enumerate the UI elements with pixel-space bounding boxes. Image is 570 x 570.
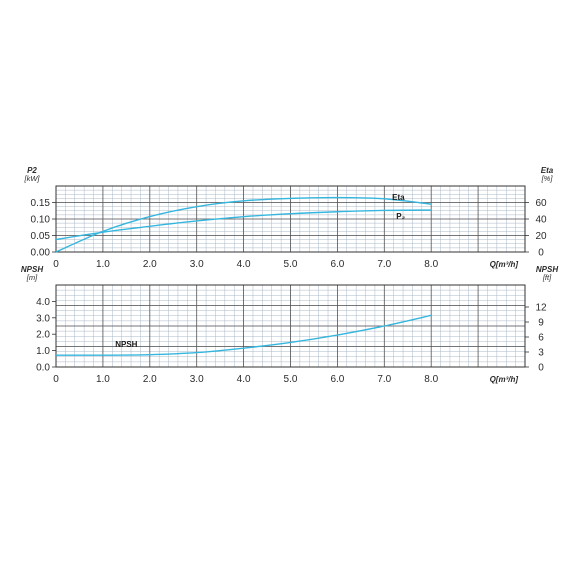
y-left-tick-label: 0.15 [31, 198, 51, 209]
x-tick-label: 8.0 [424, 374, 438, 385]
x-tick-label: 0 [53, 374, 59, 385]
x-tick-label: 4.0 [237, 259, 251, 270]
x-tick-label: 4.0 [237, 374, 251, 385]
x-tick-label: 7.0 [377, 259, 391, 270]
x-tick-label: 1.0 [96, 259, 110, 270]
eta-curve [55, 196, 432, 253]
y-left-tick-label: 4.0 [36, 297, 50, 308]
y-right-axis-unit: [ft] [542, 273, 552, 282]
x-tick-label: 2.0 [143, 374, 157, 385]
npsh-chart: 0.0 1.0 2.0 3.0 4.0 0 3 6 9 12 0 1.0 2.0 3.0 4.0 5.0 6.0… [21, 265, 558, 385]
x-tick-label: 0 [53, 259, 59, 270]
p-series-label: P₂ [396, 212, 405, 221]
y-right-tick-label: 0 [538, 363, 544, 374]
plot-frame [55, 284, 526, 368]
y-left-tick-label: 0.00 [31, 248, 51, 259]
y-left-axis-title: P2 [27, 166, 37, 175]
y-right-axis-title: Eta [541, 166, 554, 175]
y-left-tick-label: 3.0 [36, 313, 50, 324]
x-axis-title: Q[m³/h] [490, 375, 519, 384]
x-tick-label: 5.0 [284, 259, 298, 270]
x-tick-label: 5.0 [284, 374, 298, 385]
y-left-tick-label: 1.0 [36, 346, 50, 357]
x-tick-label: 2.0 [143, 259, 157, 270]
y-left-tick-label: 0.05 [31, 231, 51, 242]
y-right-tick-label: 40 [535, 215, 547, 226]
y-right-tick-label: 20 [535, 231, 547, 242]
y-left-axis-unit: [m] [26, 273, 38, 282]
y-left-axis-unit: [kW] [24, 174, 41, 183]
x-tick-label: 1.0 [96, 374, 110, 385]
y-left-tick-label: 2.0 [36, 330, 50, 341]
major-grid [55, 185, 526, 253]
p-curve [55, 209, 432, 241]
y-left-tick-label: 0.10 [31, 215, 51, 226]
y-right-tick-label: 9 [538, 318, 544, 329]
x-tick-label: 7.0 [377, 374, 391, 385]
y-left-axis-title: NPSH [21, 265, 43, 274]
y-right-tick-label: 12 [535, 303, 547, 314]
power-efficiency-chart: 0.00 0.05 0.10 0.15 0 20 40 60 0 1.0 2.0 3.0 4.0 5.0 6… [24, 166, 554, 270]
x-axis-title: Q[m³/h] [490, 260, 519, 269]
x-tick-label: 6.0 [330, 374, 344, 385]
x-tick-label: 6.0 [330, 259, 344, 270]
eta-series-label: Eta [392, 193, 405, 202]
npsh-series-label: NPSH [115, 340, 137, 349]
y-right-tick-label: 0 [538, 248, 544, 259]
y-right-tick-label: 6 [538, 333, 544, 344]
npsh-curve [55, 314, 432, 356]
y-right-tick-label: 60 [535, 198, 547, 209]
x-tick-label: 3.0 [190, 259, 204, 270]
y-right-axis-unit: [%] [541, 174, 554, 183]
y-right-axis-title: NPSH [536, 265, 558, 274]
x-tick-label: 8.0 [424, 259, 438, 270]
x-tick-label: 3.0 [190, 374, 204, 385]
y-right-tick-label: 3 [538, 348, 544, 359]
y-left-tick-label: 0.0 [36, 363, 50, 374]
